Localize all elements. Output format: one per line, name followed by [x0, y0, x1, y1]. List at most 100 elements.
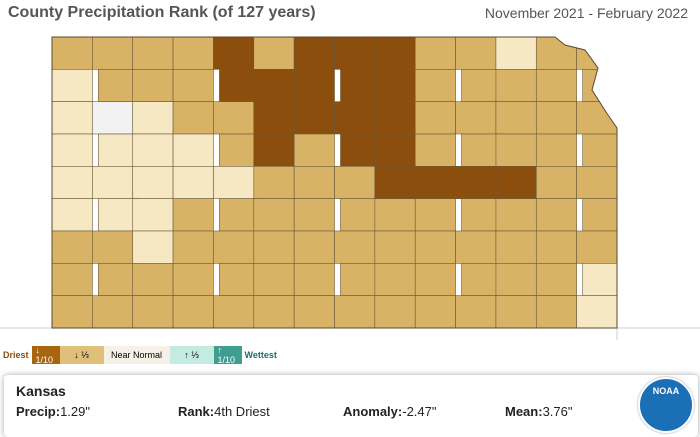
county: [92, 230, 134, 264]
field-value: 3.76": [542, 404, 573, 419]
county: [334, 230, 376, 264]
county: [98, 198, 140, 232]
county: [495, 295, 537, 328]
county: [132, 69, 174, 102]
county: [92, 166, 134, 199]
county: [582, 198, 617, 232]
period: November 2021 - February 2022: [484, 5, 688, 21]
county: [461, 263, 503, 296]
county: [293, 69, 335, 102]
county: [98, 133, 140, 167]
county: [535, 37, 577, 70]
county: [582, 133, 617, 167]
county: [576, 101, 617, 135]
legend-wettest: Wettest: [244, 350, 277, 360]
county: [92, 101, 134, 135]
county: [495, 69, 537, 102]
county: [414, 133, 456, 167]
county: [52, 166, 93, 199]
county: [455, 295, 497, 328]
county: [172, 295, 214, 328]
region-name: Kansas: [16, 383, 66, 399]
county: [172, 69, 214, 102]
county: [92, 37, 134, 70]
county: [535, 69, 577, 102]
county: [414, 37, 456, 70]
legend: Driest ↓ 1/10 ↓ ⅓ Near Normal ↑ ⅓ ↑ 1/10…: [0, 345, 280, 365]
county: [253, 166, 295, 199]
county: [495, 263, 537, 296]
noaa-logo[interactable]: NOAA: [638, 377, 694, 433]
county: [253, 263, 295, 296]
county: [495, 198, 537, 232]
county: [132, 230, 174, 264]
county: [213, 295, 255, 328]
county: [535, 166, 577, 199]
county: [374, 133, 416, 167]
legend-item: Near Normal: [103, 346, 170, 364]
county: [172, 101, 214, 135]
county: [98, 263, 140, 296]
county: [374, 198, 416, 232]
county: [334, 101, 376, 135]
county: [293, 133, 335, 167]
county: [576, 166, 617, 199]
county: [52, 198, 93, 232]
county: [213, 230, 255, 264]
county: [92, 295, 134, 328]
county: [253, 37, 295, 70]
county: [414, 101, 456, 135]
county: [52, 263, 93, 296]
county: [213, 166, 255, 199]
county: [172, 37, 214, 70]
county: [495, 101, 537, 135]
county: [52, 133, 93, 167]
county: [293, 295, 335, 328]
county: [576, 295, 617, 328]
county: [576, 37, 617, 70]
field-label: Anomaly:: [343, 404, 403, 419]
legend-item: ↑ 1/10: [213, 345, 242, 365]
county: [219, 198, 261, 232]
field-value: 4th Driest: [214, 404, 270, 419]
county: [414, 166, 456, 199]
county: [576, 230, 617, 264]
county: [414, 230, 456, 264]
legend-item: ↓ 1/10: [31, 345, 60, 365]
county: [293, 37, 335, 70]
field-label: Precip:: [16, 404, 61, 419]
county: [132, 263, 174, 296]
county: [535, 295, 577, 328]
county: [414, 263, 456, 296]
county: [172, 166, 214, 199]
county: [52, 69, 93, 102]
county: [374, 166, 416, 199]
county: [132, 198, 174, 232]
county: [340, 198, 382, 232]
county: [455, 230, 497, 264]
legend-item: ↑ ⅓: [169, 346, 214, 364]
field-label: Mean:: [505, 404, 543, 419]
title: County Precipitation Rank (of 127 years): [8, 4, 316, 21]
county: [253, 101, 295, 135]
county: [374, 101, 416, 135]
field: Rank:4th Driest: [178, 404, 270, 419]
county: [374, 230, 416, 264]
county: [495, 230, 537, 264]
county: [535, 198, 577, 232]
county: [461, 133, 503, 167]
field: Anomaly:-2.47": [343, 404, 436, 419]
county: [374, 295, 416, 328]
counties: [52, 37, 617, 328]
state-outline: [51, 36, 618, 329]
county: [455, 37, 497, 70]
county: [535, 263, 577, 296]
county: [414, 198, 456, 232]
county: [172, 133, 214, 167]
county: [455, 166, 497, 199]
county: [253, 133, 295, 167]
county: [374, 37, 416, 70]
county: [213, 37, 255, 70]
county: [495, 166, 537, 199]
county: [334, 37, 376, 70]
